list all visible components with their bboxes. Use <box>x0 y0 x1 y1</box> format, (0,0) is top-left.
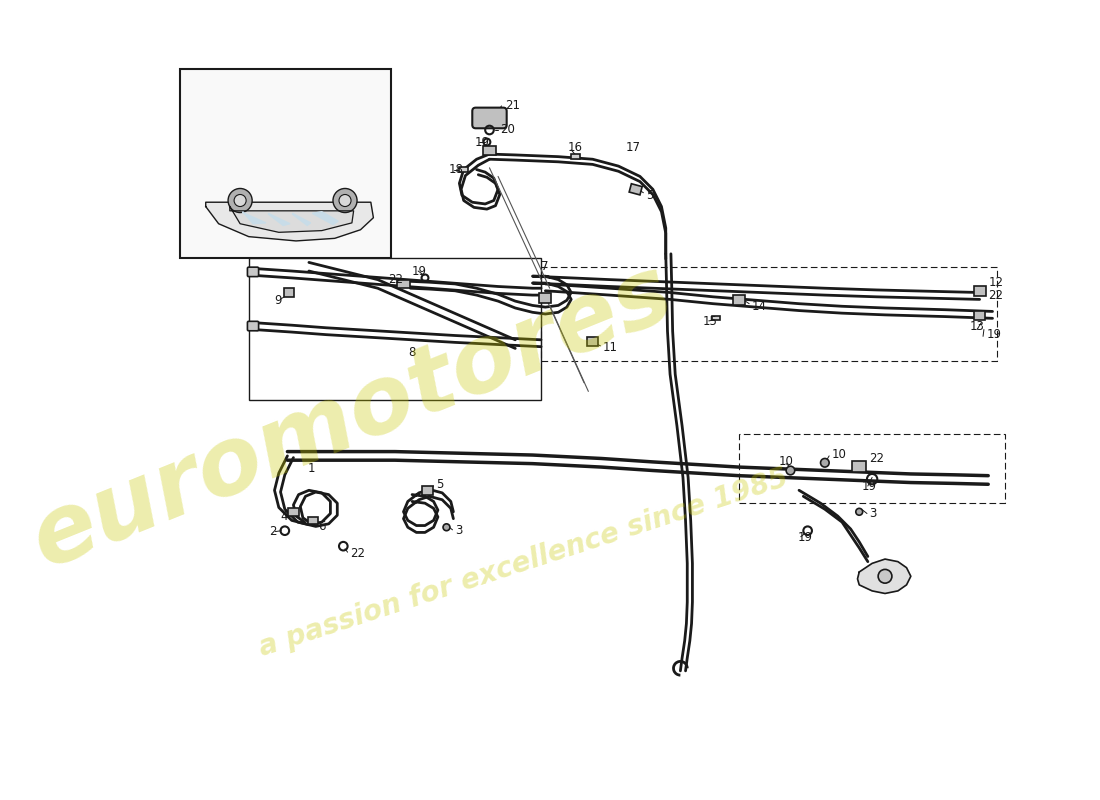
Polygon shape <box>230 206 353 232</box>
Bar <box>733 295 745 306</box>
Circle shape <box>333 189 358 213</box>
Text: 10: 10 <box>832 448 847 461</box>
Polygon shape <box>858 559 911 594</box>
Bar <box>975 311 984 320</box>
Text: 11: 11 <box>603 341 618 354</box>
Text: 9: 9 <box>275 294 282 306</box>
Bar <box>397 280 409 288</box>
Bar <box>539 293 551 303</box>
Polygon shape <box>206 202 373 241</box>
Circle shape <box>821 458 829 467</box>
Circle shape <box>339 194 351 206</box>
Bar <box>852 461 866 472</box>
Text: 5: 5 <box>437 478 443 490</box>
Bar <box>712 316 719 320</box>
Circle shape <box>443 524 450 530</box>
Text: 12: 12 <box>988 276 1003 289</box>
Bar <box>974 286 986 296</box>
Text: 19: 19 <box>861 480 877 494</box>
Text: 19: 19 <box>798 531 812 544</box>
Circle shape <box>878 570 892 583</box>
Text: 22: 22 <box>350 547 365 561</box>
Bar <box>739 434 1005 503</box>
Text: 6: 6 <box>318 520 326 533</box>
Text: 21: 21 <box>505 99 520 113</box>
Text: 13: 13 <box>969 319 984 333</box>
Bar <box>571 154 580 159</box>
Bar <box>284 288 295 297</box>
Polygon shape <box>268 214 290 226</box>
FancyBboxPatch shape <box>248 267 258 277</box>
Circle shape <box>856 508 862 515</box>
Bar <box>288 508 298 516</box>
Circle shape <box>786 466 794 475</box>
Polygon shape <box>312 212 338 225</box>
Bar <box>249 258 541 400</box>
Polygon shape <box>293 214 310 226</box>
Text: 19: 19 <box>475 135 490 149</box>
Text: 18: 18 <box>448 163 463 176</box>
Text: 14: 14 <box>751 300 767 313</box>
Text: 15: 15 <box>703 315 717 328</box>
Text: 2: 2 <box>270 525 277 538</box>
Text: 22: 22 <box>388 273 403 286</box>
FancyBboxPatch shape <box>472 108 507 128</box>
Text: 22: 22 <box>870 452 884 465</box>
Text: 17: 17 <box>625 141 640 154</box>
Text: 10: 10 <box>779 455 793 469</box>
Bar <box>308 517 318 524</box>
Bar <box>541 266 997 362</box>
Text: 5: 5 <box>646 189 653 202</box>
Bar <box>587 338 598 346</box>
Text: 20: 20 <box>499 123 515 137</box>
Text: 3: 3 <box>455 524 462 538</box>
Text: 22: 22 <box>988 289 1003 302</box>
Bar <box>629 184 642 195</box>
Bar <box>459 167 469 172</box>
Text: 4: 4 <box>280 510 288 523</box>
Circle shape <box>234 194 246 206</box>
Text: 1: 1 <box>307 462 315 475</box>
FancyBboxPatch shape <box>248 322 258 330</box>
Text: euromotores: euromotores <box>18 246 686 588</box>
Polygon shape <box>243 212 266 224</box>
Bar <box>484 146 495 155</box>
Text: 3: 3 <box>870 507 877 520</box>
Circle shape <box>228 189 252 213</box>
Bar <box>180 69 390 258</box>
Text: 19: 19 <box>412 265 427 278</box>
Text: 7: 7 <box>541 260 549 274</box>
Text: 19: 19 <box>987 328 1001 341</box>
Text: a passion for excellence since 1985: a passion for excellence since 1985 <box>255 464 792 662</box>
Text: 16: 16 <box>568 141 583 154</box>
Bar <box>422 486 433 494</box>
Text: 8: 8 <box>408 346 415 359</box>
